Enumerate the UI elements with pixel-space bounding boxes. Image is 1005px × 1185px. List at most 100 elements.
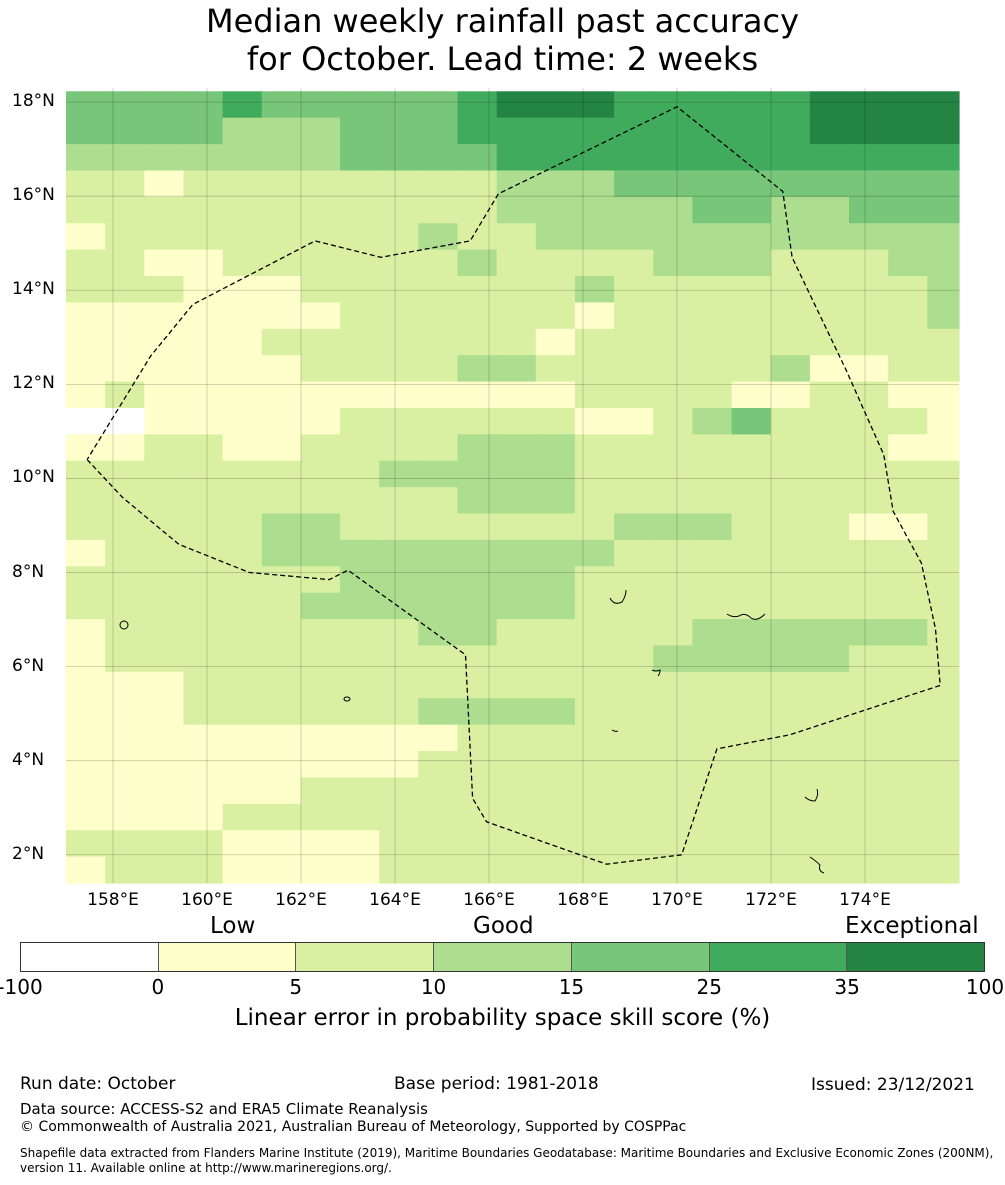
skill-cell	[261, 223, 302, 251]
skill-cell	[888, 355, 928, 383]
skill-cell	[770, 830, 811, 858]
skill-cell	[849, 91, 889, 119]
skill-cell	[888, 777, 928, 805]
skill-cell	[927, 777, 960, 805]
skill-cell	[809, 117, 850, 145]
skill-cell	[496, 724, 537, 752]
skill-cell	[496, 698, 537, 726]
skill-cell	[457, 803, 498, 831]
skill-cell	[888, 434, 928, 462]
skill-cell	[66, 724, 106, 752]
skill-cell	[653, 566, 694, 594]
skill-cell	[457, 566, 498, 594]
skill-cell	[927, 91, 960, 119]
skill-cell	[496, 144, 537, 172]
skill-cell	[261, 276, 302, 304]
skill-cell	[809, 460, 850, 488]
skill-cell	[614, 196, 654, 224]
skill-cell	[222, 223, 263, 251]
skill-cell	[653, 381, 694, 409]
skill-cell	[809, 830, 850, 858]
skill-cell	[692, 513, 733, 541]
skill-cell	[222, 539, 263, 567]
skill-cell	[261, 460, 302, 488]
skill-cell	[144, 724, 185, 752]
skill-cell	[535, 777, 576, 805]
skill-cell	[496, 513, 537, 541]
skill-cell	[809, 302, 850, 330]
skill-cell	[300, 803, 341, 831]
skill-cell	[105, 276, 145, 304]
skill-cell	[222, 513, 263, 541]
skill-cell	[849, 513, 889, 541]
skill-cell	[222, 170, 263, 198]
skill-cell	[692, 671, 733, 699]
skill-cell	[496, 592, 537, 620]
skill-cell	[300, 91, 341, 119]
skill-cell	[418, 196, 459, 224]
skill-cell	[105, 355, 145, 383]
skill-cell	[496, 487, 537, 515]
skill-cell	[849, 302, 889, 330]
skill-cell	[379, 513, 419, 541]
skill-cell	[574, 830, 615, 858]
skill-cell	[535, 513, 576, 541]
skill-cell	[496, 170, 537, 198]
skill-cell	[770, 460, 811, 488]
skill-cell	[300, 328, 341, 356]
skill-cell	[222, 117, 263, 145]
skill-cell	[574, 223, 615, 251]
island-outline	[609, 589, 627, 604]
longitude-label: 160°E	[181, 890, 233, 910]
skill-cell	[183, 619, 224, 647]
skill-cell	[809, 592, 850, 620]
skill-cell	[183, 460, 224, 488]
skill-cell	[770, 381, 811, 409]
colorbar-segment	[709, 943, 848, 971]
skill-cell	[927, 487, 960, 515]
skill-cell	[692, 223, 733, 251]
skill-cell	[222, 592, 263, 620]
skill-cell	[300, 302, 341, 330]
skill-cell	[653, 671, 694, 699]
skill-cell	[535, 803, 576, 831]
skill-cell	[457, 671, 498, 699]
skill-cell	[222, 144, 263, 172]
skill-cell	[653, 698, 694, 726]
skill-cell	[849, 249, 889, 277]
skill-cell	[614, 777, 654, 805]
skill-cell	[261, 434, 302, 462]
skill-cell	[653, 751, 694, 779]
skill-cell	[888, 724, 928, 752]
skill-cell	[535, 196, 576, 224]
skill-cell	[418, 276, 459, 304]
skill-cell	[653, 645, 694, 673]
skill-cell	[457, 513, 498, 541]
skill-cell	[614, 355, 654, 383]
skill-cell	[105, 434, 145, 462]
skill-cell	[849, 698, 889, 726]
skill-cell	[105, 513, 145, 541]
skill-cell	[105, 487, 145, 515]
skill-cell	[614, 223, 654, 251]
skill-cell	[457, 434, 498, 462]
skill-cell	[105, 196, 145, 224]
skill-cell	[222, 671, 263, 699]
skill-cell	[692, 487, 733, 515]
skill-cell	[66, 381, 106, 409]
skill-cell	[849, 434, 889, 462]
skill-cell	[888, 698, 928, 726]
skill-cell	[770, 170, 811, 198]
colorbar-segment	[21, 943, 159, 971]
skill-cell	[692, 698, 733, 726]
colorbar-category-exceptional: Exceptional	[845, 913, 979, 939]
skill-cell	[144, 91, 185, 119]
skill-cell	[300, 381, 341, 409]
longitude-label: 174°E	[839, 890, 891, 910]
skill-cell	[731, 539, 772, 567]
skill-cell	[731, 328, 772, 356]
skill-cell	[66, 144, 106, 172]
skill-cell	[770, 276, 811, 304]
skill-cell	[183, 381, 224, 409]
skill-cell	[614, 698, 654, 726]
